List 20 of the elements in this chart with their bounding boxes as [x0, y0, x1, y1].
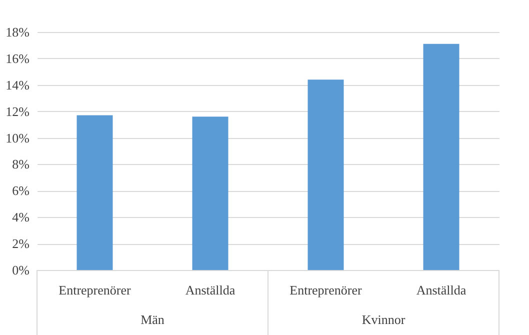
y-tick-label: 18%: [6, 24, 30, 40]
y-tick-label: 2%: [12, 236, 30, 252]
y-tick-label: 4%: [12, 210, 30, 225]
y-tick-label: 6%: [12, 183, 30, 198]
y-tick-label: 0%: [12, 262, 30, 278]
x-tick-label: Entreprenörer: [58, 282, 132, 298]
text: Män: [140, 312, 165, 327]
x-tick-label: Anställda: [185, 282, 236, 298]
x-tick-label: Entreprenörer: [290, 282, 363, 298]
bar: [192, 116, 228, 270]
bar: [308, 80, 344, 270]
bar: [76, 115, 113, 270]
y-tick-label: 12%: [6, 104, 30, 119]
y-tick-label: 8%: [12, 156, 30, 172]
y-tick-label: 16%: [6, 50, 30, 66]
x-tick-label: Anställda: [416, 282, 466, 298]
bar: [423, 44, 460, 270]
y-tick-label: 10%: [6, 130, 30, 146]
y-tick-label: 14%: [6, 77, 30, 92]
text: Kvinnor: [362, 312, 406, 327]
